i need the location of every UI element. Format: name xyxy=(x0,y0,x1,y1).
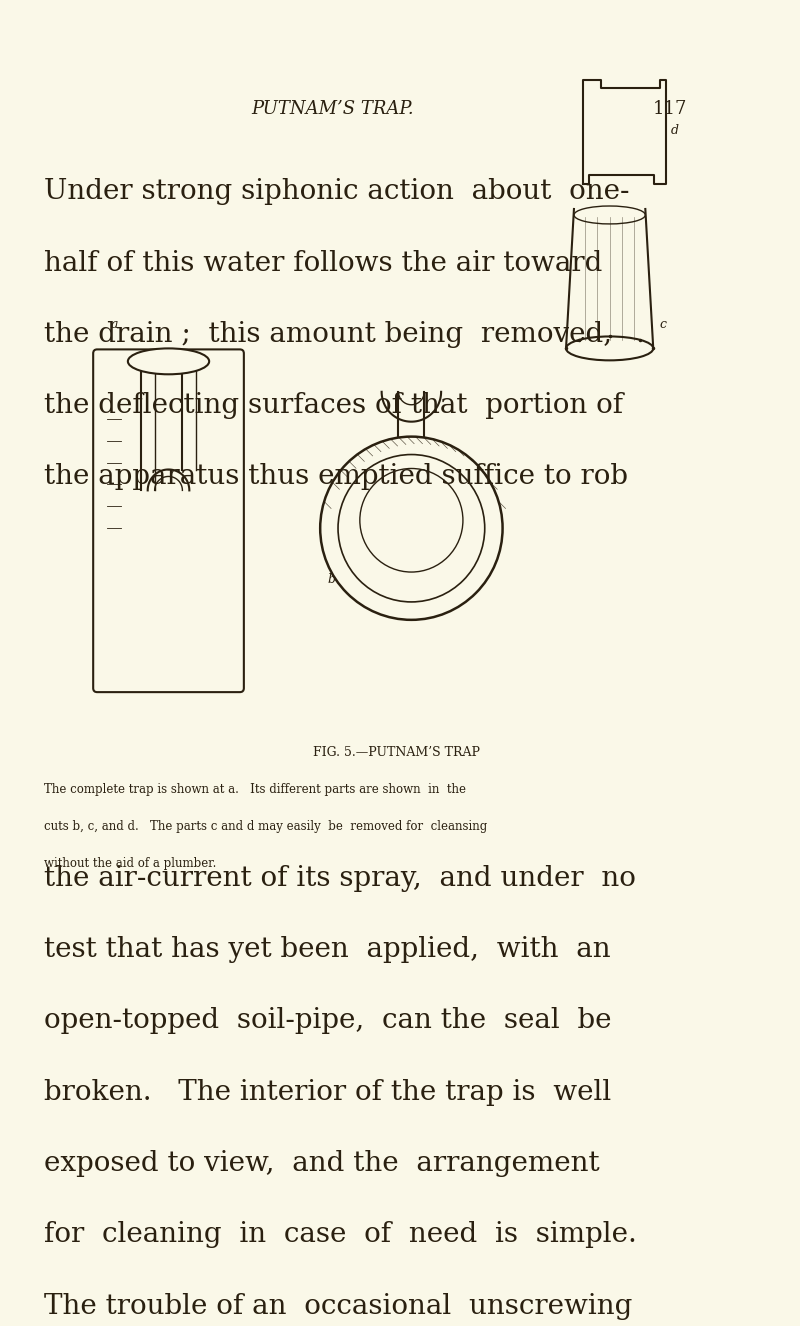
Text: test that has yet been  applied,  with  an: test that has yet been applied, with an xyxy=(44,936,610,963)
Text: cuts b, c, and d.   The parts c and d may easily  be  removed for  cleansing: cuts b, c, and d. The parts c and d may … xyxy=(44,819,487,833)
Text: open-topped  soil-pipe,  can the  seal  be: open-topped soil-pipe, can the seal be xyxy=(44,1008,611,1034)
Text: a: a xyxy=(111,318,118,332)
Text: PUTNAM’S TRAP.: PUTNAM’S TRAP. xyxy=(252,101,414,118)
Ellipse shape xyxy=(128,349,209,374)
Text: the deflecting surfaces of that  portion of: the deflecting surfaces of that portion … xyxy=(44,392,622,419)
Text: 117: 117 xyxy=(653,101,687,118)
Text: Under strong siphonic action  about  one-: Under strong siphonic action about one- xyxy=(44,178,629,206)
Text: the drain ;  this amount being  removed,: the drain ; this amount being removed, xyxy=(44,321,612,347)
Text: The complete trap is shown at a.   Its different parts are shown  in  the: The complete trap is shown at a. Its dif… xyxy=(44,784,466,796)
Text: half of this water follows the air toward: half of this water follows the air towar… xyxy=(44,249,602,277)
Text: FIG. 5.—PUTNAM’S TRAP: FIG. 5.—PUTNAM’S TRAP xyxy=(313,747,480,758)
Text: The trouble of an  occasional  unscrewing: The trouble of an occasional unscrewing xyxy=(44,1293,632,1319)
Text: without the aid of a plumber.: without the aid of a plumber. xyxy=(44,857,216,870)
Text: exposed to view,  and the  arrangement: exposed to view, and the arrangement xyxy=(44,1150,599,1177)
Text: the air-current of its spray,  and under  no: the air-current of its spray, and under … xyxy=(44,865,635,892)
Text: b: b xyxy=(327,573,335,586)
Text: broken.   The interior of the trap is  well: broken. The interior of the trap is well xyxy=(44,1079,611,1106)
Text: d: d xyxy=(671,125,679,138)
Text: c: c xyxy=(659,318,666,332)
Text: the apparatus thus emptied suffice to rob: the apparatus thus emptied suffice to ro… xyxy=(44,464,628,491)
Text: for  cleaning  in  case  of  need  is  simple.: for cleaning in case of need is simple. xyxy=(44,1221,637,1248)
